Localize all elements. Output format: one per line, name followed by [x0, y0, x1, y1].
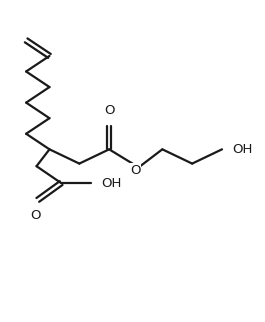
Text: O: O	[30, 209, 41, 222]
Text: O: O	[130, 164, 140, 176]
Text: OH: OH	[232, 143, 253, 156]
Text: OH: OH	[101, 176, 122, 190]
Text: O: O	[104, 104, 114, 117]
